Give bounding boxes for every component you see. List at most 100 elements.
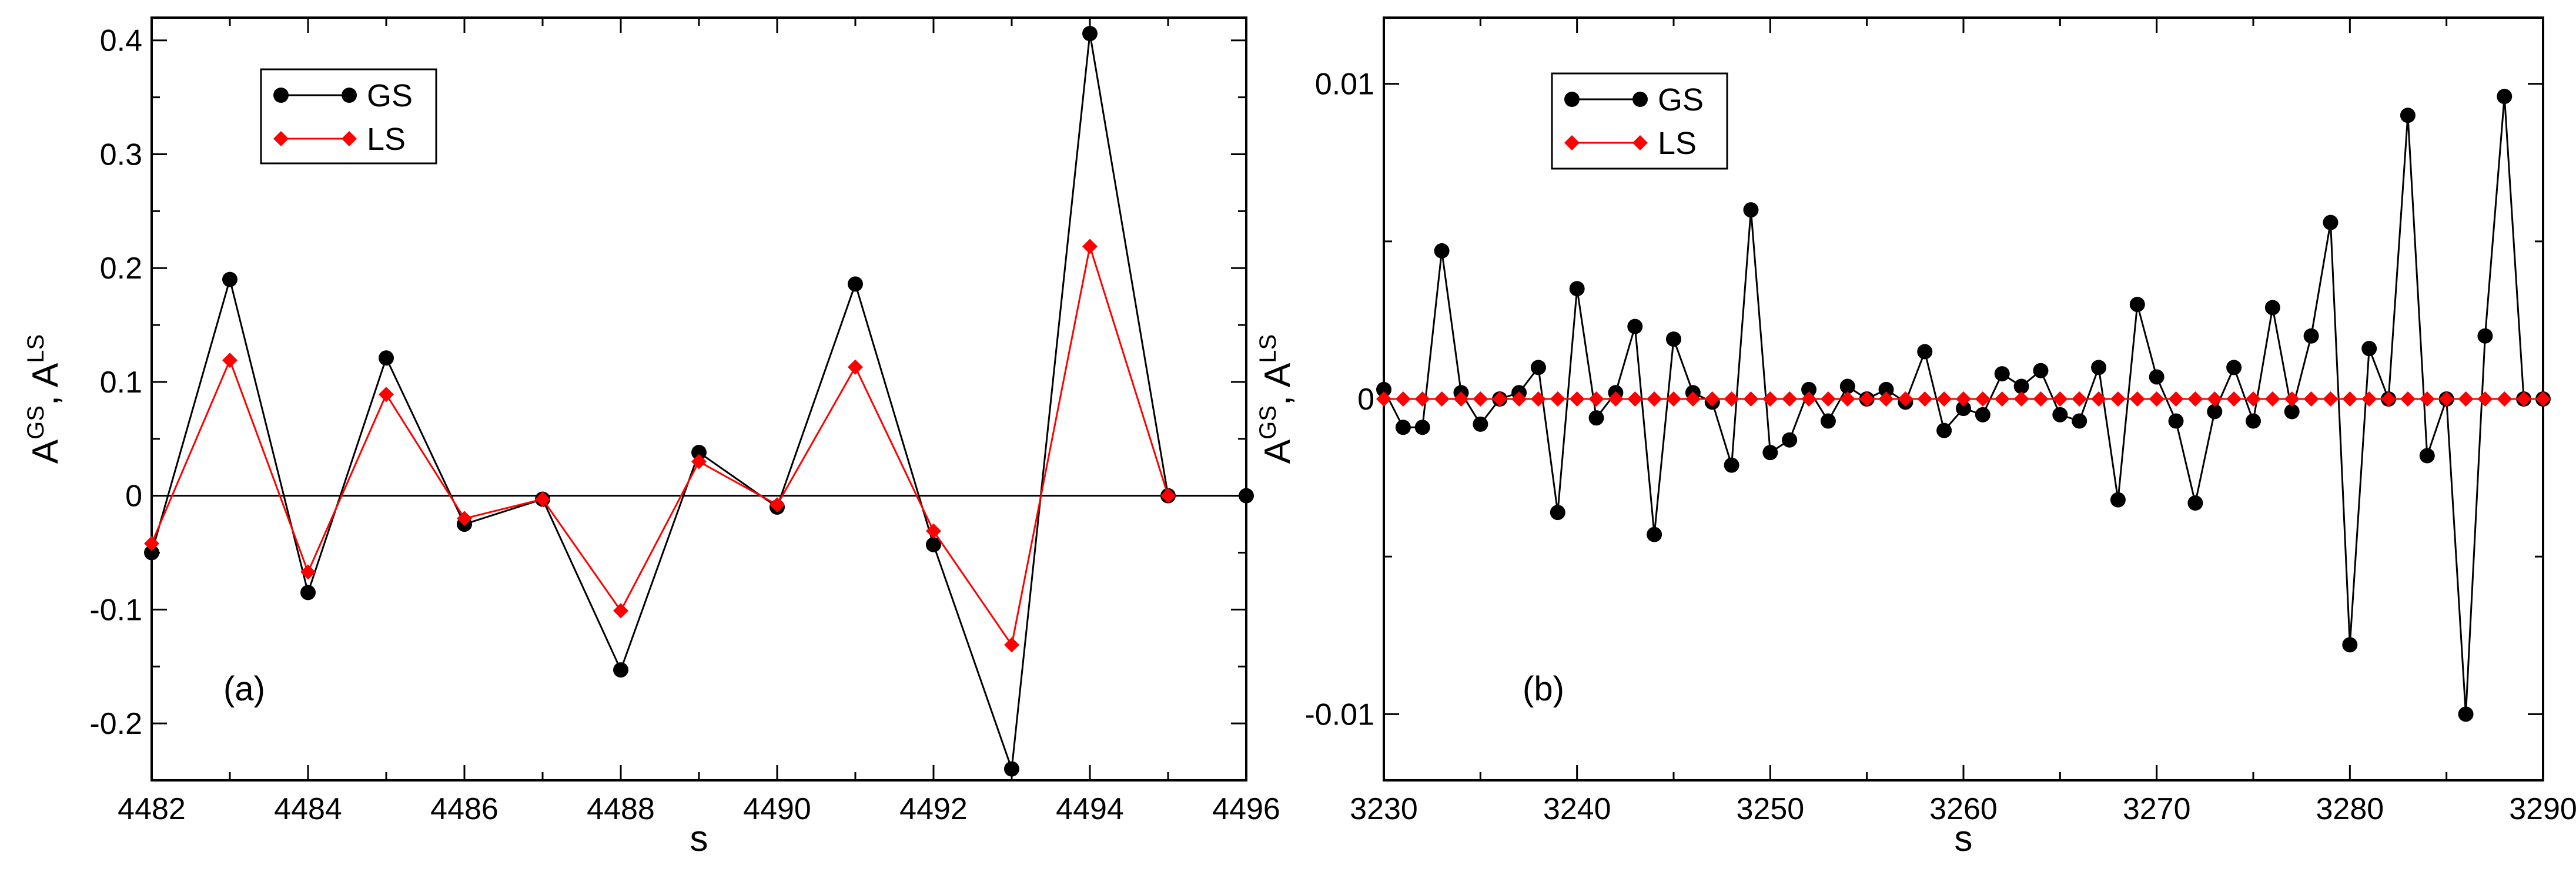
point-ls-b bbox=[1762, 391, 1778, 407]
x-tick-label-a: 4486 bbox=[430, 792, 499, 826]
point-gs-b bbox=[2477, 328, 2493, 344]
x-tick-label-a: 4496 bbox=[1212, 792, 1280, 826]
point-gs-b bbox=[2323, 214, 2339, 230]
point-ls-b bbox=[1588, 391, 1604, 407]
point-ls-b bbox=[1414, 391, 1430, 407]
legend-box-a bbox=[260, 68, 437, 165]
y-axis-title-part-a: LS bbox=[23, 334, 49, 363]
legend-marker-gs-a bbox=[273, 88, 289, 103]
point-ls-a bbox=[613, 603, 628, 619]
point-ls-b bbox=[2013, 391, 2029, 407]
point-ls-b bbox=[2110, 391, 2126, 407]
point-gs-b bbox=[2110, 492, 2126, 508]
y-tick-label-a: 0.2 bbox=[100, 251, 142, 286]
point-ls-a bbox=[1004, 637, 1019, 653]
point-ls-b bbox=[1685, 391, 1701, 407]
point-gs-a bbox=[1004, 761, 1019, 777]
point-ls-a bbox=[300, 564, 316, 580]
point-ls-b bbox=[2477, 391, 2493, 407]
x-tick-label-b: 3290 bbox=[2509, 792, 2576, 826]
point-ls-b bbox=[2052, 391, 2068, 407]
legend-label-ls-b: LS bbox=[1658, 126, 1697, 161]
point-gs-b bbox=[2207, 404, 2223, 420]
point-gs-b bbox=[1588, 410, 1604, 426]
y-tick-label-a: -0.1 bbox=[89, 593, 142, 627]
point-ls-b bbox=[2458, 391, 2474, 407]
y-tick-label-a: -0.2 bbox=[89, 707, 142, 741]
series-line-ls-a bbox=[150, 246, 1169, 648]
point-ls-b bbox=[1994, 391, 2010, 407]
x-tick-label-b: 3270 bbox=[2123, 792, 2191, 826]
point-ls-b bbox=[2033, 391, 2049, 407]
point-ls-b bbox=[1492, 391, 1508, 407]
legend-label-gs-a: GS bbox=[367, 78, 413, 113]
point-ls-b bbox=[1647, 391, 1662, 407]
panel-label-a: (a) bbox=[223, 670, 265, 708]
point-ls-b bbox=[1530, 391, 1546, 407]
point-gs-a bbox=[300, 585, 316, 601]
point-ls-b bbox=[1608, 391, 1624, 407]
point-ls-b bbox=[1975, 391, 1990, 407]
point-ls-b bbox=[2361, 391, 2377, 407]
point-gs-a bbox=[222, 271, 237, 287]
point-gs-b bbox=[1936, 422, 1952, 438]
y-axis-title-b: AGS, ALS bbox=[1255, 334, 1298, 464]
point-gs-b bbox=[1434, 243, 1450, 259]
point-ls-b bbox=[2129, 391, 2145, 407]
x-tick-label-b: 3280 bbox=[2316, 792, 2384, 826]
point-gs-b bbox=[2091, 360, 2107, 375]
y-axis-title-a: AGS, ALS bbox=[23, 334, 66, 464]
legend-marker-ls-b bbox=[1564, 135, 1580, 150]
point-ls-a bbox=[535, 491, 550, 507]
point-gs-b bbox=[2303, 328, 2319, 344]
point-gs-b bbox=[2497, 89, 2513, 105]
point-gs-b bbox=[2246, 413, 2261, 429]
point-gs-b bbox=[1569, 281, 1585, 297]
point-ls-b bbox=[1569, 391, 1585, 407]
point-ls-b bbox=[2246, 391, 2261, 407]
point-ls-a bbox=[848, 359, 863, 375]
x-tick-label-a: 4488 bbox=[587, 792, 655, 826]
point-gs-a bbox=[691, 445, 707, 461]
point-ls-b bbox=[1782, 391, 1798, 407]
point-ls-b bbox=[2516, 391, 2532, 407]
point-ls-b bbox=[2168, 391, 2184, 407]
point-ls-b bbox=[2497, 391, 2513, 407]
point-gs-b bbox=[2361, 341, 2377, 357]
point-gs-a bbox=[1239, 488, 1254, 504]
point-ls-b bbox=[2535, 391, 2551, 407]
y-axis-title-part-a: A bbox=[25, 363, 66, 387]
legend-marker-ls-a bbox=[342, 131, 357, 146]
point-ls-b bbox=[1956, 391, 1971, 407]
point-ls-b bbox=[2149, 391, 2164, 407]
point-ls-a bbox=[379, 387, 394, 403]
point-ls-a bbox=[222, 353, 237, 368]
point-ls-b bbox=[1666, 391, 1681, 407]
point-ls-b bbox=[1434, 391, 1450, 407]
point-ls-b bbox=[1917, 391, 1933, 407]
point-gs-b bbox=[1724, 457, 1739, 473]
y-tick-label-b: -0.01 bbox=[1304, 697, 1374, 732]
point-ls-b bbox=[1395, 391, 1411, 407]
point-ls-b bbox=[2419, 391, 2435, 407]
point-gs-b bbox=[1647, 526, 1662, 542]
legend-marker-gs-a bbox=[342, 88, 357, 103]
point-gs-a bbox=[144, 545, 159, 561]
x-tick-label-b: 3230 bbox=[1350, 792, 1418, 826]
point-gs-b bbox=[2458, 706, 2474, 722]
point-gs-b bbox=[2129, 297, 2145, 313]
point-ls-a bbox=[457, 511, 472, 526]
y-axis-title-part-b: A bbox=[1257, 439, 1298, 464]
y-tick-label-b: 0.01 bbox=[1315, 68, 1374, 102]
point-gs-b bbox=[1782, 432, 1798, 448]
point-gs-b bbox=[2284, 404, 2300, 420]
point-gs-a bbox=[848, 276, 863, 292]
point-ls-b bbox=[2400, 391, 2416, 407]
point-ls-b bbox=[1704, 391, 1720, 407]
x-axis-title-b: s bbox=[1955, 819, 1973, 859]
point-gs-b bbox=[1820, 413, 1836, 429]
point-gs-b bbox=[1414, 420, 1430, 435]
point-ls-b bbox=[2072, 391, 2087, 407]
point-ls-b bbox=[2207, 391, 2223, 407]
legend-marker-ls-a bbox=[273, 131, 289, 146]
